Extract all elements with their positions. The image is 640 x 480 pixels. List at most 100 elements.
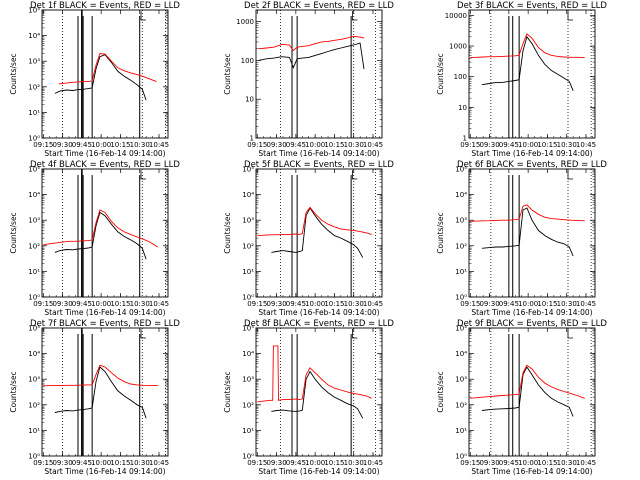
x-tick-label: 10:30 bbox=[344, 300, 364, 308]
y-tick-label: 10000 bbox=[445, 12, 467, 20]
x-tick-label: 09:15 bbox=[33, 459, 53, 467]
x-tick-label: 10:00 bbox=[305, 459, 325, 467]
events-series-line bbox=[54, 211, 147, 260]
x-axis-label: Start Time (16-Feb-14 09:14:00) bbox=[258, 149, 379, 158]
L-bracket-marker bbox=[352, 170, 358, 180]
events-series-line bbox=[54, 54, 147, 101]
panel-title: Det 8f BLACK = Events, RED = LLD bbox=[244, 319, 394, 329]
panel-title: Det 1f BLACK = Events, RED = LLD bbox=[30, 1, 180, 11]
y-axis-label: Counts/sec bbox=[436, 212, 445, 253]
events-series-line bbox=[54, 366, 147, 419]
x-axis-label: Start Time (16-Feb-14 09:14:00) bbox=[258, 308, 379, 317]
y-tick-label: 10⁰ bbox=[455, 293, 467, 301]
y-tick-label: 10⁴ bbox=[455, 350, 467, 358]
plot-frame bbox=[41, 327, 169, 457]
panel-title: Det 5f BLACK = Events, RED = LLD bbox=[244, 160, 394, 170]
L-bracket-marker bbox=[140, 170, 146, 180]
y-tick-label: 10⁴ bbox=[455, 191, 467, 199]
x-tick-label: 10:45 bbox=[363, 141, 383, 149]
plot-frame bbox=[468, 327, 596, 457]
y-tick-label: 10⁵ bbox=[242, 325, 254, 333]
y-tick-label: 1 bbox=[463, 134, 467, 142]
y-axis-label: Counts/sec bbox=[223, 371, 232, 412]
y-tick-label: 10⁴ bbox=[28, 350, 40, 358]
x-tick-label: 10:15 bbox=[537, 141, 557, 149]
x-tick-label: 09:30 bbox=[479, 300, 499, 308]
y-tick-label: 10⁵ bbox=[28, 7, 40, 15]
y-tick-label: 10³ bbox=[28, 376, 40, 384]
L-bracket-marker bbox=[567, 170, 573, 180]
y-tick-label: 10² bbox=[28, 83, 40, 91]
panel-title: Det 3f BLACK = Events, RED = LLD bbox=[457, 1, 607, 11]
x-axis-label: Start Time (16-Feb-14 09:14:00) bbox=[258, 467, 379, 476]
x-tick-label: 09:15 bbox=[247, 459, 267, 467]
y-tick-label: 10⁴ bbox=[242, 191, 254, 199]
y-tick-label: 10⁴ bbox=[28, 191, 40, 199]
y-tick-label: 100 bbox=[454, 73, 467, 81]
x-tick-label: 10:00 bbox=[91, 141, 111, 149]
x-tick-label: 10:30 bbox=[130, 459, 150, 467]
x-tick-label: 09:45 bbox=[499, 459, 519, 467]
y-tick-label: 10² bbox=[28, 401, 40, 409]
y-tick-label: 10⁵ bbox=[28, 166, 40, 174]
x-tick-label: 09:30 bbox=[479, 141, 499, 149]
y-tick-label: 10⁰ bbox=[242, 452, 254, 460]
x-tick-label: 10:00 bbox=[91, 459, 111, 467]
x-tick-label: 09:45 bbox=[499, 300, 519, 308]
y-tick-label: 10⁵ bbox=[455, 166, 467, 174]
y-tick-label: 1000 bbox=[236, 18, 254, 26]
plot-frame bbox=[255, 168, 383, 298]
x-tick-label: 09:30 bbox=[479, 459, 499, 467]
x-tick-label: 10:30 bbox=[557, 300, 577, 308]
y-tick-label: 1 bbox=[250, 134, 254, 142]
x-tick-label: 10:15 bbox=[110, 141, 130, 149]
y-tick-label: 10¹ bbox=[455, 427, 467, 435]
y-axis-label: Counts/sec bbox=[9, 53, 18, 94]
x-tick-label: 10:15 bbox=[110, 300, 130, 308]
x-tick-label: 10:00 bbox=[518, 300, 538, 308]
x-tick-label: 10:45 bbox=[363, 300, 383, 308]
x-tick-label: 09:15 bbox=[33, 300, 53, 308]
x-tick-label: 10:00 bbox=[305, 141, 325, 149]
y-axis-label: Counts/sec bbox=[223, 53, 232, 94]
y-tick-label: 10⁵ bbox=[455, 325, 467, 333]
L-bracket-marker bbox=[352, 11, 358, 21]
x-tick-label: 09:45 bbox=[499, 141, 519, 149]
events-series-line bbox=[481, 207, 574, 257]
plot-frame bbox=[41, 9, 169, 139]
panel-title: Det 4f BLACK = Events, RED = LLD bbox=[30, 160, 180, 170]
plot-frame bbox=[41, 168, 169, 298]
plot-frame bbox=[468, 9, 596, 139]
x-tick-label: 10:00 bbox=[518, 459, 538, 467]
L-bracket-marker bbox=[567, 11, 573, 21]
x-tick-label: 10:00 bbox=[518, 141, 538, 149]
x-tick-label: 10:30 bbox=[557, 141, 577, 149]
y-tick-label: 10 bbox=[245, 96, 254, 104]
events-series-line bbox=[271, 370, 364, 419]
y-tick-label: 10⁴ bbox=[242, 350, 254, 358]
y-tick-label: 10³ bbox=[455, 217, 467, 225]
x-tick-label: 09:30 bbox=[266, 141, 286, 149]
L-bracket-marker bbox=[140, 329, 146, 339]
y-tick-label: 100 bbox=[241, 57, 254, 65]
panel-4: Det 4f BLACK = Events, RED = LLD 09:15 09:… bbox=[9, 160, 180, 317]
events-series-line bbox=[258, 42, 365, 70]
panel-title: Det 6f BLACK = Events, RED = LLD bbox=[457, 160, 607, 170]
x-tick-label: 09:30 bbox=[52, 459, 72, 467]
y-tick-label: 10⁰ bbox=[28, 134, 40, 142]
x-tick-label: 10:45 bbox=[576, 141, 596, 149]
x-tick-label: 10:15 bbox=[537, 300, 557, 308]
y-tick-label: 10⁰ bbox=[28, 293, 40, 301]
plot-frame bbox=[468, 168, 596, 298]
x-tick-label: 10:30 bbox=[344, 141, 364, 149]
x-tick-label: 10:15 bbox=[537, 459, 557, 467]
y-tick-label: 10⁰ bbox=[455, 452, 467, 460]
x-tick-label: 09:45 bbox=[72, 300, 92, 308]
y-tick-label: 10⁰ bbox=[28, 452, 40, 460]
x-tick-label: 10:30 bbox=[130, 300, 150, 308]
y-tick-label: 10³ bbox=[455, 376, 467, 384]
